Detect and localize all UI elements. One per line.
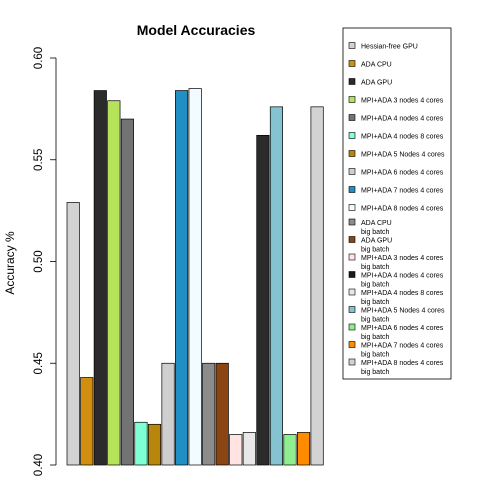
legend-label: MPI+ADA 8 nodes 4 cores [361,206,444,213]
legend-label: MPI+ADA 3 nodes 4 cores [361,98,444,105]
legend-swatch [348,204,356,211]
legend-label: ADA GPU [361,238,392,245]
bar [134,421,148,466]
legend-swatch [348,114,356,121]
y-tick-label: 0.45 [33,352,45,374]
bar [202,362,216,466]
bar [242,432,256,466]
bar [256,134,270,466]
legend-label: MPI+ADA 4 nodes 8 cores [361,290,444,297]
legend-label: big batch [361,229,390,236]
legend-swatch [348,78,356,85]
legend-swatch [348,358,356,366]
legend-swatch [348,218,356,226]
legend-label: big batch [361,334,390,341]
bars-group [66,88,324,466]
y-tick-label: 0.55 [33,149,45,171]
legend-label: big batch [361,369,390,376]
bar [215,362,229,466]
bar [269,106,283,466]
bar [229,434,243,466]
legend-swatch [348,96,356,103]
legend-label: MPI+ADA 7 nodes 4 cores [361,188,444,195]
legend-swatch [348,60,356,67]
legend-label: MPI+ADA 6 nodes 4 cores [361,325,444,332]
legend-swatch [348,132,356,139]
bar [283,434,297,466]
legend-swatch [348,288,356,296]
y-tick-label: 0.50 [33,250,45,272]
bar [175,90,189,466]
legend-label: big batch [361,264,390,271]
legend-label: ADA CPU [361,220,392,227]
y-axis-label: Accuracy % [3,231,17,295]
y-tick-label: 0.40 [33,454,45,476]
legend-label: MPI+ADA 3 nodes 4 cores [361,255,444,262]
legend-swatch [348,323,356,331]
legend-swatch [348,236,356,243]
bar [66,202,80,466]
y-axis: 0.40 0.45 0.50 0.55 0.60 [33,47,57,476]
bar [161,362,175,466]
legend-label: big batch [361,247,390,254]
legend-label: MPI+ADA 4 nodes 8 cores [361,134,444,141]
legend-swatch [348,306,356,313]
bar [297,432,311,466]
legend-swatch [348,186,356,193]
bar [93,90,107,466]
legend-swatch [348,42,356,49]
legend-box [342,27,452,380]
bar [80,377,94,466]
bar [147,423,162,466]
legend-swatch [348,341,356,348]
legend-label: MPI+ADA 4 nodes 4 cores [361,116,444,123]
y-tick-label: 0.60 [33,47,45,69]
bar [107,100,121,466]
legend-label: MPI+ADA 5 Nodes 4 cores [361,308,445,315]
bar [120,118,134,466]
legend-swatch [348,150,356,157]
legend-label: MPI+ADA 8 nodes 4 cores [361,360,444,367]
bar [188,88,202,466]
legend-label: MPI+ADA 4 nodes 4 cores [361,273,444,280]
bar [310,106,324,466]
legend-swatch [348,271,356,278]
legend-label: big batch [361,352,390,359]
legend-label: MPI+ADA 5 Nodes 4 cores [361,152,445,159]
chart-title: Model Accuracies [137,22,256,38]
legend-label: big batch [361,317,390,324]
legend-label: ADA CPU [361,62,392,69]
legend-label: big batch [361,282,390,289]
legend-label: MPI+ADA 7 nodes 4 cores [361,343,444,350]
legend-swatch [348,253,356,261]
legend: Hessian-free GPU ADA CPU ADA GPU MPI+ADA 3 … [342,27,452,380]
legend-label: Hessian-free GPU [361,44,418,51]
legend-label: ADA GPU [361,80,392,87]
legend-label: MPI+ADA 6 nodes 4 cores [361,170,444,177]
legend-swatch [348,168,356,175]
legend-label: big batch [361,299,390,306]
